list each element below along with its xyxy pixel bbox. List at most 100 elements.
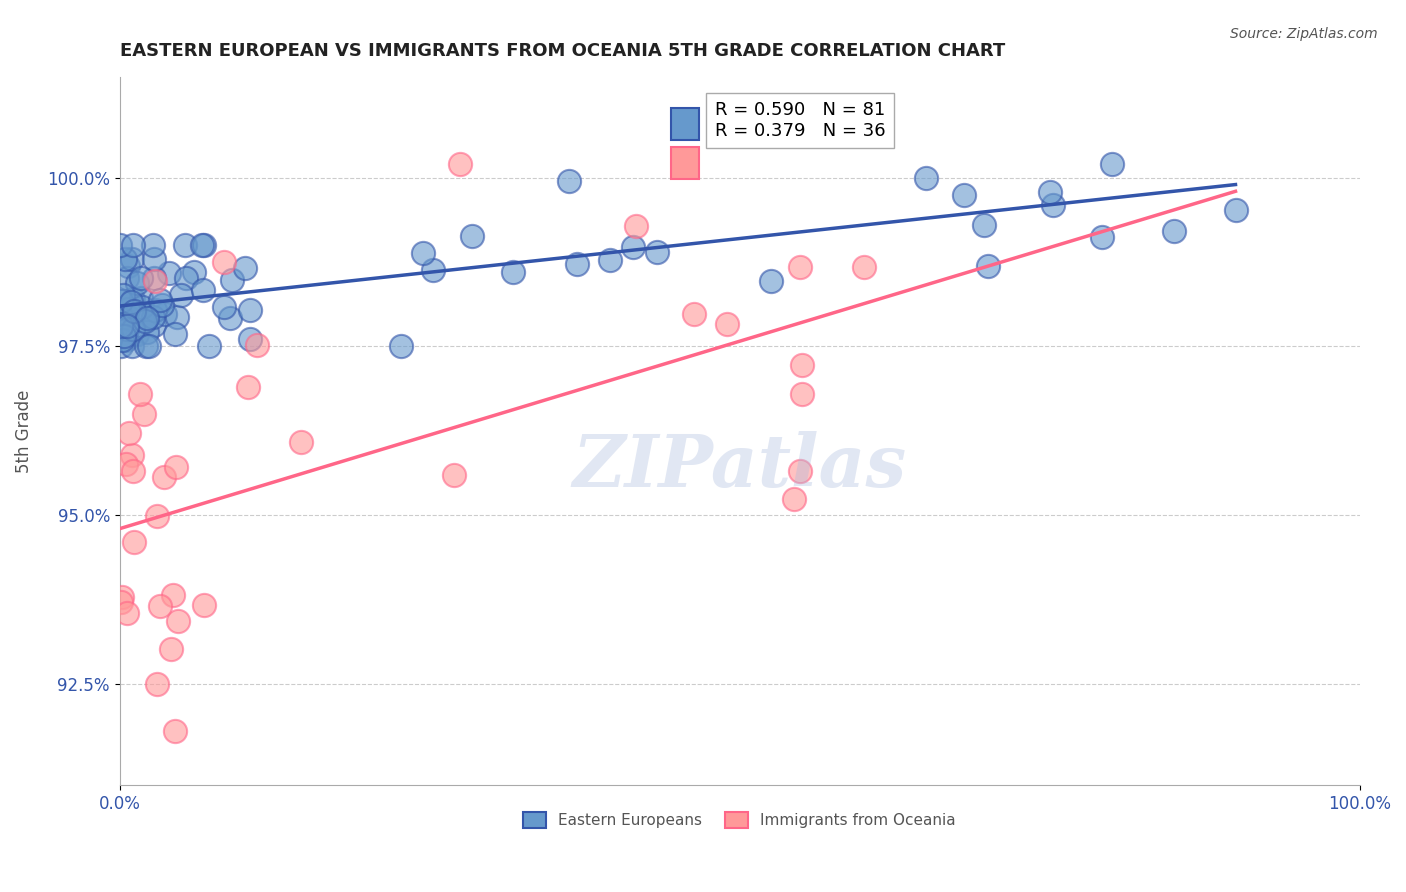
Immigrants from Oceania	[129, 386, 152, 401]
Eastern Europeans	[114, 329, 136, 343]
Eastern Europeans	[131, 301, 153, 315]
Immigrants from Oceania	[111, 591, 134, 605]
Eastern Europeans	[239, 332, 262, 346]
Eastern Europeans	[155, 307, 177, 321]
Immigrants from Oceania	[143, 274, 166, 288]
Eastern Europeans	[193, 238, 215, 252]
Eastern Europeans	[134, 314, 156, 328]
Immigrants from Oceania	[110, 595, 132, 609]
Immigrants from Oceania	[118, 426, 141, 441]
Y-axis label: 5th Grade: 5th Grade	[15, 389, 32, 473]
Eastern Europeans	[238, 303, 260, 318]
Immigrants from Oceania	[193, 598, 215, 612]
Immigrants from Oceania	[149, 599, 172, 613]
Immigrants from Oceania	[290, 435, 312, 450]
Immigrants from Oceania	[166, 614, 188, 628]
Immigrants from Oceania	[153, 470, 176, 484]
FancyBboxPatch shape	[671, 109, 699, 140]
Eastern Europeans	[1038, 185, 1060, 199]
Text: R = 0.590   N = 81
R = 0.379   N = 36: R = 0.590 N = 81 R = 0.379 N = 36	[714, 102, 886, 140]
Text: EASTERN EUROPEAN VS IMMIGRANTS FROM OCEANIA 5TH GRADE CORRELATION CHART: EASTERN EUROPEAN VS IMMIGRANTS FROM OCEA…	[120, 42, 1005, 60]
Immigrants from Oceania	[115, 607, 138, 621]
Immigrants from Oceania	[682, 307, 704, 321]
Immigrants from Oceania	[212, 255, 235, 269]
Eastern Europeans	[558, 174, 581, 188]
Eastern Europeans	[461, 228, 484, 243]
Immigrants from Oceania	[245, 337, 267, 351]
Eastern Europeans	[152, 298, 174, 312]
Immigrants from Oceania	[162, 588, 184, 602]
Immigrants from Oceania	[789, 260, 811, 274]
Immigrants from Oceania	[114, 457, 136, 471]
Eastern Europeans	[122, 304, 145, 318]
Eastern Europeans	[115, 307, 138, 321]
Immigrants from Oceania	[624, 219, 647, 234]
Eastern Europeans	[138, 339, 160, 353]
Eastern Europeans	[111, 333, 134, 347]
Eastern Europeans	[599, 253, 621, 268]
Eastern Europeans	[191, 238, 214, 252]
Eastern Europeans	[973, 218, 995, 232]
Eastern Europeans	[621, 240, 644, 254]
Immigrants from Oceania	[236, 380, 259, 394]
Eastern Europeans	[221, 273, 243, 287]
Eastern Europeans	[125, 276, 148, 290]
Text: ZIPatlas: ZIPatlas	[572, 431, 907, 502]
Eastern Europeans	[1163, 224, 1185, 238]
Eastern Europeans	[157, 266, 180, 280]
Eastern Europeans	[198, 339, 221, 353]
Eastern Europeans	[645, 245, 668, 260]
Eastern Europeans	[1225, 203, 1247, 218]
Eastern Europeans	[114, 252, 136, 267]
Eastern Europeans	[1101, 157, 1123, 171]
Immigrants from Oceania	[716, 318, 738, 332]
Immigrants from Oceania	[146, 677, 169, 691]
Eastern Europeans	[129, 291, 152, 305]
Eastern Europeans	[115, 271, 138, 285]
Legend: Eastern Europeans, Immigrants from Oceania: Eastern Europeans, Immigrants from Ocean…	[517, 806, 962, 834]
Eastern Europeans	[117, 301, 139, 316]
Eastern Europeans	[143, 252, 166, 266]
Immigrants from Oceania	[132, 407, 155, 421]
Eastern Europeans	[183, 265, 205, 279]
Eastern Europeans	[142, 318, 165, 333]
Eastern Europeans	[108, 238, 131, 252]
Immigrants from Oceania	[782, 491, 804, 506]
Immigrants from Oceania	[790, 358, 813, 372]
Eastern Europeans	[389, 339, 412, 353]
Immigrants from Oceania	[165, 460, 187, 475]
Text: Source: ZipAtlas.com: Source: ZipAtlas.com	[1230, 27, 1378, 41]
Eastern Europeans	[193, 283, 215, 297]
Eastern Europeans	[117, 259, 139, 273]
Eastern Europeans	[142, 310, 165, 324]
Eastern Europeans	[115, 334, 138, 348]
Eastern Europeans	[120, 294, 142, 309]
Eastern Europeans	[115, 322, 138, 336]
Eastern Europeans	[110, 318, 132, 333]
Eastern Europeans	[914, 170, 936, 185]
Immigrants from Oceania	[121, 448, 143, 462]
Eastern Europeans	[122, 322, 145, 336]
Immigrants from Oceania	[124, 534, 146, 549]
Eastern Europeans	[110, 339, 132, 353]
Immigrants from Oceania	[789, 464, 811, 478]
Eastern Europeans	[502, 265, 524, 279]
Immigrants from Oceania	[165, 724, 187, 739]
Eastern Europeans	[115, 319, 138, 334]
Eastern Europeans	[149, 293, 172, 307]
Eastern Europeans	[219, 310, 242, 325]
Immigrants from Oceania	[443, 467, 465, 482]
Eastern Europeans	[121, 252, 143, 267]
Eastern Europeans	[1042, 198, 1064, 212]
Eastern Europeans	[135, 339, 157, 353]
Eastern Europeans	[170, 288, 193, 302]
Eastern Europeans	[110, 293, 132, 308]
Immigrants from Oceania	[146, 509, 169, 524]
Immigrants from Oceania	[160, 641, 183, 656]
Eastern Europeans	[761, 274, 783, 288]
Eastern Europeans	[136, 325, 159, 339]
Eastern Europeans	[422, 263, 444, 277]
FancyBboxPatch shape	[671, 147, 699, 179]
Eastern Europeans	[953, 188, 976, 202]
Eastern Europeans	[412, 246, 434, 260]
